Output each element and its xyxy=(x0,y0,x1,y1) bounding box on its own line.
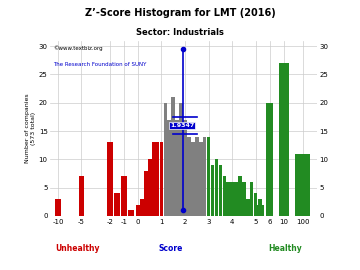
Bar xyxy=(256,205,260,216)
Text: The Research Foundation of SUNY: The Research Foundation of SUNY xyxy=(53,62,147,67)
Bar xyxy=(183,120,187,216)
Text: 1.9347: 1.9347 xyxy=(170,123,194,128)
Bar xyxy=(279,63,289,216)
Bar xyxy=(191,142,195,216)
Bar xyxy=(128,210,134,216)
Bar xyxy=(295,154,310,216)
Bar xyxy=(246,199,249,216)
Bar xyxy=(187,137,191,216)
Bar xyxy=(121,176,127,216)
Bar xyxy=(167,120,171,216)
Bar xyxy=(156,142,159,216)
Bar xyxy=(114,193,120,216)
Bar xyxy=(140,199,144,216)
Bar xyxy=(195,137,199,216)
Bar xyxy=(230,182,234,216)
Bar xyxy=(160,142,163,216)
Bar xyxy=(175,120,179,216)
Bar xyxy=(107,142,113,216)
Bar xyxy=(238,176,242,216)
Bar xyxy=(250,182,253,216)
Bar xyxy=(41,188,47,216)
Bar xyxy=(136,205,140,216)
Bar xyxy=(211,165,214,216)
Bar xyxy=(199,142,203,216)
Text: Sector: Industrials: Sector: Industrials xyxy=(136,28,224,37)
Text: ©www.textbiz.org: ©www.textbiz.org xyxy=(53,46,103,51)
Bar xyxy=(261,205,265,216)
Text: Score: Score xyxy=(158,244,183,253)
Bar xyxy=(203,137,206,216)
Bar xyxy=(164,103,167,216)
Bar xyxy=(222,176,226,216)
Bar xyxy=(179,103,183,216)
Bar xyxy=(234,182,238,216)
Bar xyxy=(152,142,156,216)
Text: Healthy: Healthy xyxy=(268,244,302,253)
Bar xyxy=(171,97,175,216)
Bar xyxy=(215,159,218,216)
Bar xyxy=(78,176,84,216)
Bar xyxy=(219,165,222,216)
Bar xyxy=(266,103,274,216)
Bar xyxy=(148,159,152,216)
Y-axis label: Number of companies
(573 total): Number of companies (573 total) xyxy=(25,93,36,163)
Bar xyxy=(226,182,230,216)
Bar xyxy=(254,193,257,216)
Bar xyxy=(242,182,246,216)
Text: Z’-Score Histogram for LMT (2016): Z’-Score Histogram for LMT (2016) xyxy=(85,8,275,18)
Text: Unhealthy: Unhealthy xyxy=(55,244,99,253)
Bar xyxy=(55,199,61,216)
Bar xyxy=(258,199,262,216)
Bar xyxy=(144,171,148,216)
Bar xyxy=(207,137,210,216)
